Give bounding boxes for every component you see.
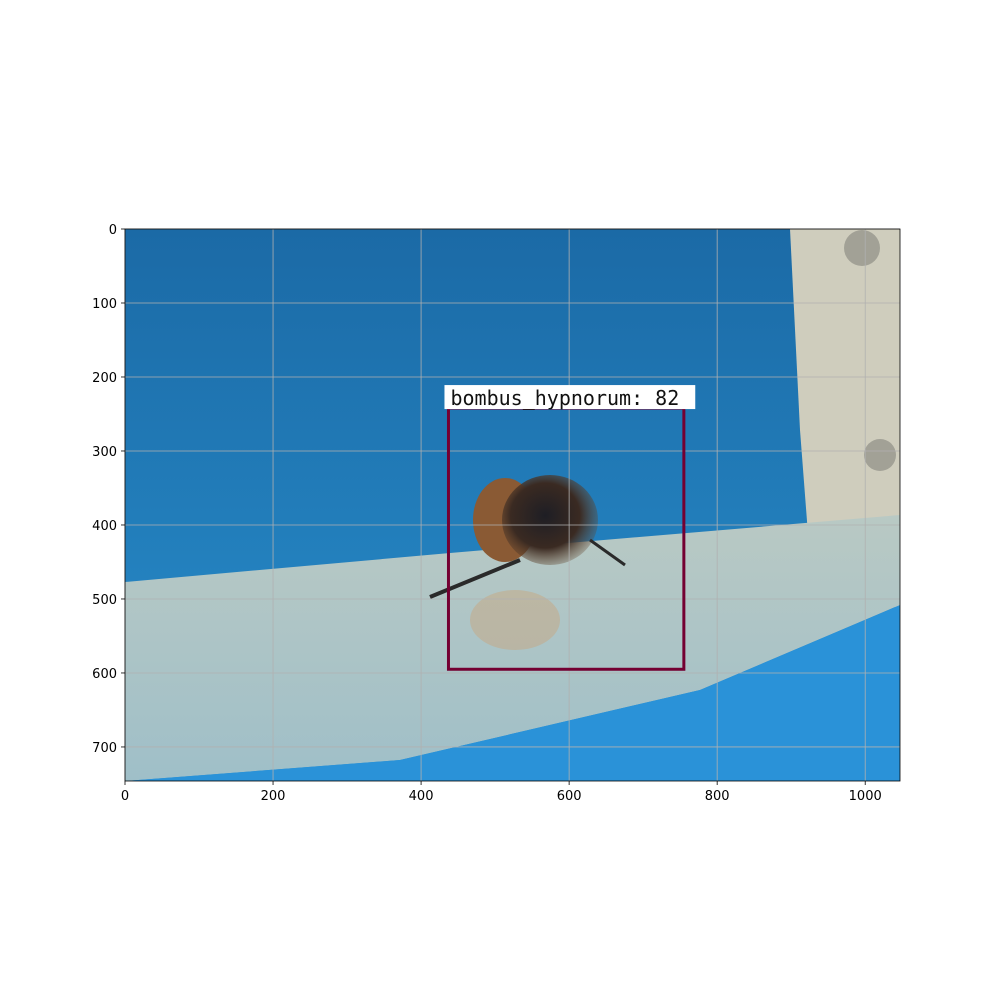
y-tick-label: 200 bbox=[92, 371, 117, 386]
x-tick-label: 1000 bbox=[849, 789, 882, 804]
axes-frame bbox=[124, 228, 901, 782]
y-tick-label: 100 bbox=[92, 297, 117, 312]
y-tick-label: 600 bbox=[92, 667, 117, 682]
x-tick-label: 0 bbox=[121, 789, 129, 804]
box-label-background bbox=[444, 385, 696, 410]
x-tick-label: 800 bbox=[705, 789, 730, 804]
y-tick-label: 0 bbox=[109, 223, 117, 238]
detections: bombus_hypnorum: 82 bbox=[444, 385, 696, 671]
y-tick-label: 500 bbox=[92, 593, 117, 608]
y-tick-label: 400 bbox=[92, 519, 117, 534]
box-label: bombus_hypnorum: 82 bbox=[450, 386, 679, 410]
y-tick-label: 700 bbox=[92, 741, 117, 756]
photo bbox=[125, 229, 900, 781]
x-tick-label: 600 bbox=[557, 789, 582, 804]
x-tick-label: 200 bbox=[261, 789, 286, 804]
y-tick-label: 300 bbox=[92, 445, 117, 460]
x-tick-label: 400 bbox=[409, 789, 434, 804]
